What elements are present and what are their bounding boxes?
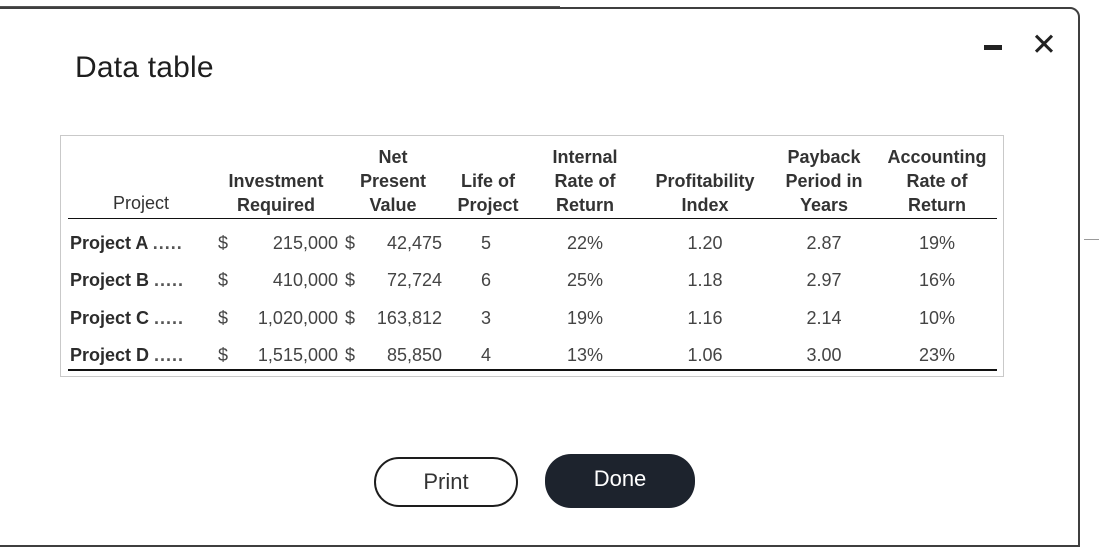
row-project-name: Project B ..... bbox=[70, 269, 184, 291]
arr-value: 10% bbox=[918, 308, 956, 328]
header-investment-line1: Investment bbox=[228, 171, 324, 191]
header-project: Project bbox=[112, 193, 170, 213]
investment-value: 1,020,000 bbox=[257, 308, 338, 328]
header-arr-line1: Accounting bbox=[887, 147, 987, 167]
header-rule bbox=[68, 218, 997, 219]
header-payback-line3: Years bbox=[799, 195, 849, 215]
row-project-name: Project C ..... bbox=[70, 307, 184, 329]
npv-currency: $ bbox=[345, 270, 356, 290]
npv-value: 85,850 bbox=[386, 345, 442, 365]
row-project-label: Project C bbox=[70, 308, 150, 328]
pi-value: 1.06 bbox=[687, 345, 723, 365]
investment-value: 215,000 bbox=[272, 233, 338, 253]
header-arr: Accounting Rate of Return bbox=[878, 145, 996, 217]
header-irr-line2: Rate of bbox=[554, 171, 616, 191]
investment-value: 1,515,000 bbox=[257, 345, 338, 365]
header-pi-line2: Index bbox=[681, 195, 729, 215]
header-irr-line3: Return bbox=[556, 195, 614, 215]
background-text-fragment bbox=[0, 6, 560, 7]
leader-dots: ..... bbox=[152, 233, 183, 253]
npv-currency: $ bbox=[345, 308, 356, 328]
header-irr-line1: Internal bbox=[552, 147, 618, 167]
leader-dots: ..... bbox=[154, 270, 185, 290]
leader-dots: ..... bbox=[154, 308, 185, 328]
investment-currency: $ bbox=[218, 345, 229, 365]
header-npv: Net Present Value bbox=[348, 145, 438, 217]
row-project-name: Project A ..... bbox=[70, 232, 183, 254]
investment-currency: $ bbox=[218, 308, 229, 328]
npv-currency: $ bbox=[345, 345, 356, 365]
done-button[interactable]: Done bbox=[545, 454, 695, 508]
dialog-title: Data table bbox=[75, 51, 214, 84]
header-investment: Investment Required bbox=[212, 169, 340, 217]
npv-value: 163,812 bbox=[376, 308, 442, 328]
irr-value: 22% bbox=[566, 233, 604, 253]
header-pi-line1: Profitability bbox=[655, 171, 755, 191]
header-payback: Payback Period in Years bbox=[774, 145, 874, 217]
payback-value: 2.87 bbox=[806, 233, 842, 253]
header-life-line1: Life of bbox=[461, 171, 515, 191]
footer-rule bbox=[68, 369, 997, 371]
npv-currency: $ bbox=[345, 233, 356, 253]
minimize-icon[interactable] bbox=[984, 45, 1002, 50]
header-arr-line3: Return bbox=[908, 195, 966, 215]
npv-value: 72,724 bbox=[386, 270, 442, 290]
investment-currency: $ bbox=[218, 270, 229, 290]
life-value: 4 bbox=[480, 345, 491, 365]
header-life: Life of Project bbox=[446, 169, 530, 217]
irr-value: 13% bbox=[566, 345, 604, 365]
header-payback-line1: Payback bbox=[787, 147, 861, 167]
header-investment-line2: Required bbox=[236, 195, 315, 215]
arr-value: 19% bbox=[918, 233, 956, 253]
life-value: 6 bbox=[480, 270, 491, 290]
background-page bbox=[0, 0, 1099, 8]
row-project-label: Project B bbox=[70, 270, 150, 290]
payback-value: 2.97 bbox=[806, 270, 842, 290]
payback-value: 2.14 bbox=[806, 308, 842, 328]
header-npv-line1: Net bbox=[378, 147, 408, 167]
row-project-name: Project D ..... bbox=[70, 344, 184, 366]
data-table bbox=[60, 135, 1004, 377]
life-value: 5 bbox=[480, 233, 491, 253]
print-button[interactable]: Print bbox=[374, 457, 518, 507]
leader-dots: ..... bbox=[154, 345, 185, 365]
pi-value: 1.18 bbox=[687, 270, 723, 290]
irr-value: 25% bbox=[566, 270, 604, 290]
header-life-line2: Project bbox=[457, 195, 519, 215]
investment-currency: $ bbox=[218, 233, 229, 253]
arr-value: 16% bbox=[918, 270, 956, 290]
header-arr-line2: Rate of bbox=[906, 171, 968, 191]
close-icon[interactable]: ✕ bbox=[1031, 27, 1057, 62]
header-npv-line2: Present bbox=[359, 171, 427, 191]
irr-value: 19% bbox=[566, 308, 604, 328]
header-irr: Internal Rate of Return bbox=[540, 145, 630, 217]
header-pi: Profitability Index bbox=[645, 169, 765, 217]
pi-value: 1.16 bbox=[687, 308, 723, 328]
header-payback-line2: Period in bbox=[785, 171, 863, 191]
investment-value: 410,000 bbox=[272, 270, 338, 290]
pi-value: 1.20 bbox=[687, 233, 723, 253]
life-value: 3 bbox=[480, 308, 491, 328]
header-npv-line3: Value bbox=[369, 195, 417, 215]
payback-value: 3.00 bbox=[806, 345, 842, 365]
row-project-label: Project D bbox=[70, 345, 150, 365]
row-project-label: Project A bbox=[70, 233, 148, 253]
background-divider bbox=[1084, 239, 1099, 240]
arr-value: 23% bbox=[918, 345, 956, 365]
npv-value: 42,475 bbox=[386, 233, 442, 253]
